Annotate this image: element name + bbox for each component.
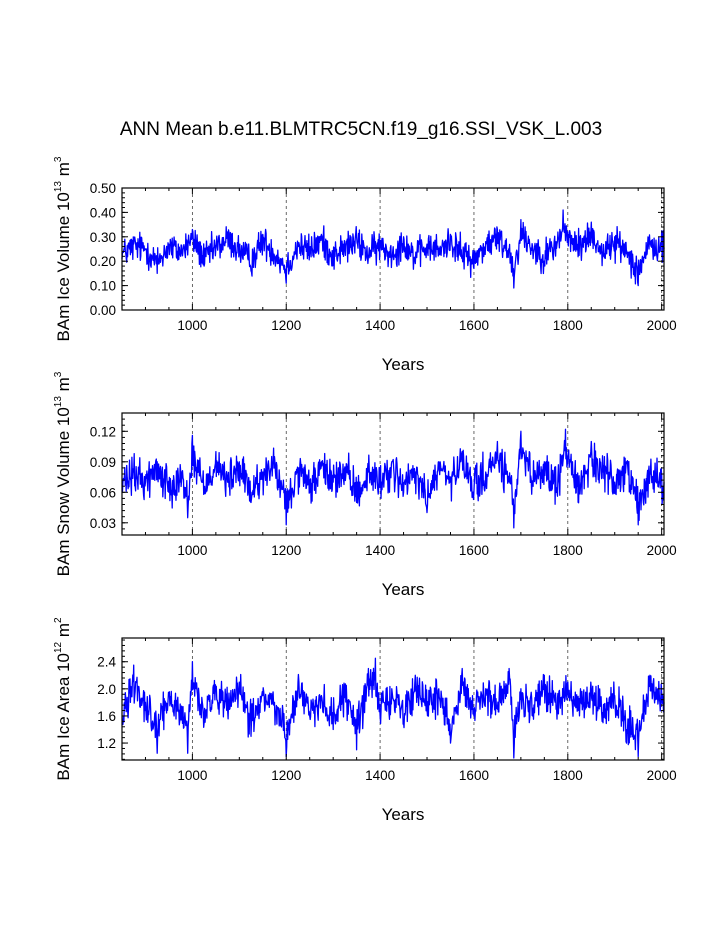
x-tick-label: 2000 [647,543,677,558]
y-tick-label: 1.2 [97,736,116,751]
y-axis-title: BAm Ice Volume 1013 m3 [53,156,73,341]
x-tick-label: 1400 [365,318,395,333]
x-tick-label: 1200 [271,318,301,333]
x-tick-label: 1800 [553,543,583,558]
plot-frame [121,637,665,761]
y-tick-label: 0.09 [90,455,116,470]
x-tick-label: 1000 [177,318,207,333]
x-tick-label: 1000 [177,768,207,783]
x-tick-label: 1000 [177,543,207,558]
snow-volume-panel: 1000 1200 1400 1600 1800 2000 0.03 0.06 0.09 0.12… [53,371,677,599]
x-tick-label: 1600 [459,768,489,783]
x-tick-label: 2000 [647,318,677,333]
y-tick-label: 2.4 [97,655,116,670]
x-tick-label: 1400 [365,768,395,783]
y-tick-label: 0.00 [90,303,116,318]
y-tick-label: 2.0 [97,682,116,697]
y-tick-label: 0.20 [90,254,116,269]
y-tick-label: 0.30 [90,230,116,245]
y-tick-label: 0.10 [90,279,116,294]
y-axis-title: BAm Ice Area 1012 m2 [53,617,73,781]
x-tick-label: 1600 [459,318,489,333]
series-line [121,209,665,289]
x-tick-label: 1200 [271,543,301,558]
x-tick-label: 1800 [553,768,583,783]
ice-volume-panel: 1000 1200 1400 1600 1800 2000 0.00 0.10 0.20 0.30… [53,156,677,374]
x-tick-label: 1400 [365,543,395,558]
x-tick-label: 1200 [271,768,301,783]
x-tick-label: 1800 [553,318,583,333]
ice-area-panel: 1000 1200 1400 1600 1800 2000 1.2 1.6 2.0 2.4 Year… [53,617,677,824]
series-line [121,657,665,759]
figure-title: ANN Mean b.e11.BLMTRC5CN.f19_g16.SSI_VSK… [120,119,602,140]
x-axis-title: Years [382,580,425,599]
series-line [121,428,665,529]
y-tick-label: 1.6 [97,709,116,724]
x-axis-title: Years [382,805,425,824]
y-axis-title: BAm Snow Volume 1013 m3 [53,371,73,576]
y-tick-label: 0.50 [90,181,116,196]
x-tick-label: 2000 [647,768,677,783]
y-tick-label: 0.03 [90,516,116,531]
y-tick-label: 0.06 [90,485,116,500]
y-tick-label: 0.12 [90,424,116,439]
y-tick-label: 0.40 [90,205,116,220]
plot-frame [121,187,665,311]
x-axis-title: Years [382,355,425,374]
x-tick-label: 1600 [459,543,489,558]
